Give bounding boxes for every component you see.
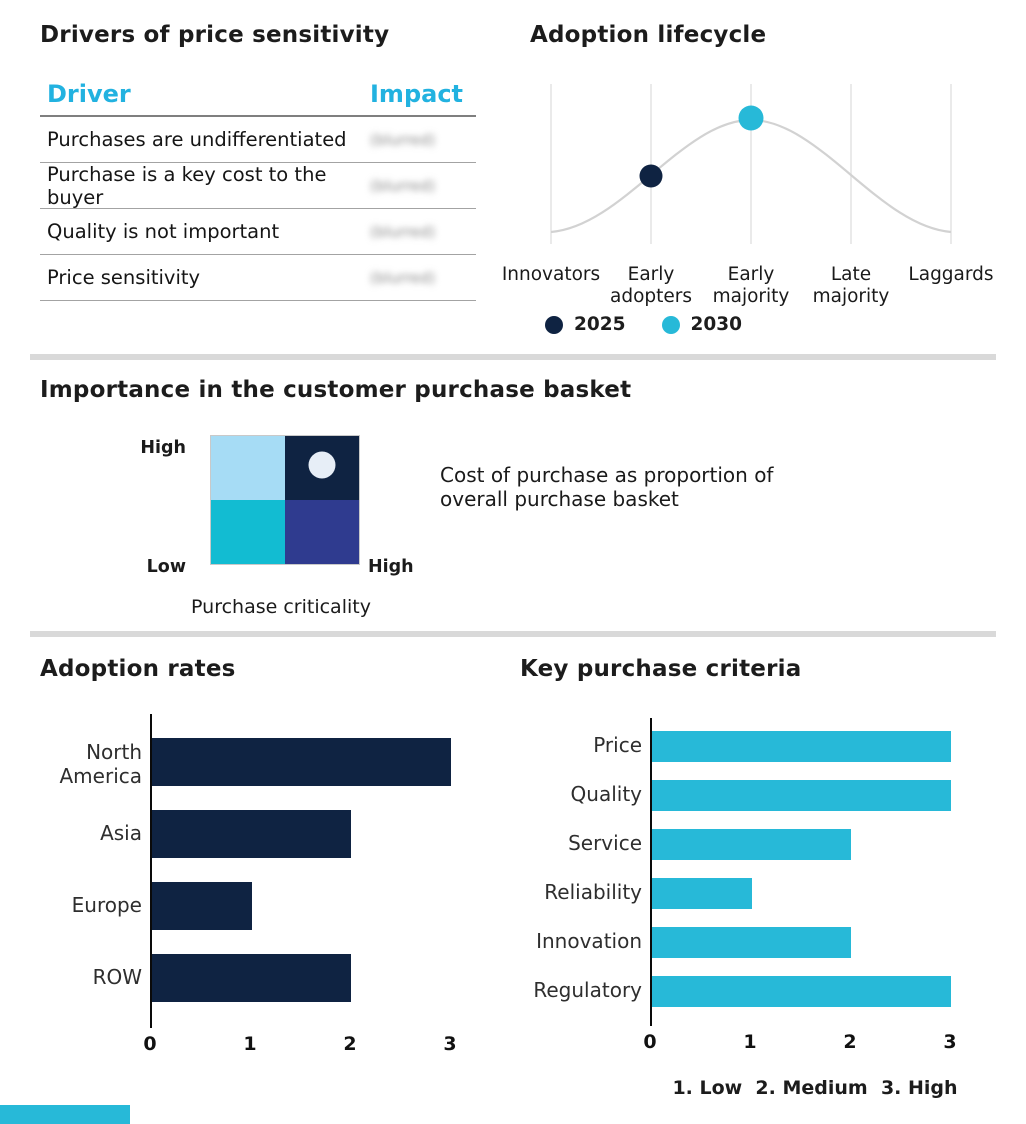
driver-cell: Price sensitivity xyxy=(47,266,201,289)
impact-value-blurred: (blurred) xyxy=(370,130,436,149)
legend-dot-2025 xyxy=(545,315,563,334)
table-row: Purchase is a key cost to the buyer (blu… xyxy=(40,163,476,209)
bar-service xyxy=(652,829,852,860)
driver-cell: Purchases are undifferentiated xyxy=(47,128,347,151)
bar-north-america xyxy=(152,738,451,786)
scale-legend-note: 1. Low 2. Medium 3. High xyxy=(672,1077,958,1099)
quadrant-top-left xyxy=(211,436,285,500)
section-divider xyxy=(30,354,996,360)
bar-label-innovation: Innovation xyxy=(536,929,642,953)
column-header-impact: Impact xyxy=(370,79,464,108)
bar-price xyxy=(652,731,951,762)
legend-item-2025: 2025 xyxy=(545,314,626,335)
table-row: Quality is not important (blurred) xyxy=(40,209,476,255)
basket-annotation: Cost of purchase as proportion of overal… xyxy=(440,463,774,511)
adoption-rates-title: Adoption rates xyxy=(40,656,236,682)
table-row: Purchases are undifferentiated (blurred) xyxy=(40,117,476,163)
x-axis-title: Purchase criticality xyxy=(191,596,371,618)
impact-cell: (blurred) xyxy=(370,223,476,241)
impact-cell: (blurred) xyxy=(370,177,476,195)
lifecycle-category-label: Laggards xyxy=(908,264,994,285)
bar-regulatory xyxy=(652,976,951,1007)
lifecycle-title: Adoption lifecycle xyxy=(530,22,767,48)
impact-value-blurred: (blurred) xyxy=(370,176,436,195)
driver-cell: Quality is not important xyxy=(47,220,280,243)
drivers-table-header: Driver Impact xyxy=(40,72,476,117)
bar-label-reliability: Reliability xyxy=(544,880,642,904)
bar-label-service: Service xyxy=(568,831,642,855)
table-row: Price sensitivity (blurred) xyxy=(40,255,476,301)
x-tick: 3 xyxy=(443,1033,457,1055)
bar-europe xyxy=(152,882,252,930)
drivers-table: Driver Impact Purchases are undifferenti… xyxy=(40,72,476,301)
legend-label: 2025 xyxy=(574,314,626,335)
bar-label-quality: Quality xyxy=(570,782,642,806)
key-criteria-title: Key purchase criteria xyxy=(520,656,802,682)
bar-label-asia: Asia xyxy=(100,821,142,845)
brand-accent-bar xyxy=(0,1105,130,1124)
marker-2025-dot xyxy=(639,164,663,188)
x-tick: 1 xyxy=(243,1033,257,1055)
quadrant-top-right xyxy=(285,436,359,500)
bar-reliability xyxy=(652,878,752,909)
lifecycle-category-label: Early majority xyxy=(712,264,790,307)
basket-title: Importance in the customer purchase bask… xyxy=(40,377,632,403)
impact-cell: (blurred) xyxy=(370,269,476,287)
impact-value-blurred: (blurred) xyxy=(370,222,436,241)
x-tick: 0 xyxy=(143,1033,157,1055)
y-axis-low-label: Low xyxy=(146,557,186,577)
lifecycle-category-label: Innovators xyxy=(501,264,601,285)
column-header-driver: Driver xyxy=(47,79,131,108)
x-tick: 2 xyxy=(343,1033,357,1055)
x-axis-high-label: High xyxy=(368,557,414,577)
x-tick: 3 xyxy=(943,1031,957,1053)
quadrant-bottom-left xyxy=(211,500,285,564)
legend-dot-2030 xyxy=(661,315,680,334)
bar-row xyxy=(152,954,352,1002)
adoption-lifecycle-chart xyxy=(550,84,952,244)
bar-quality xyxy=(652,780,951,811)
bar-label-price: Price xyxy=(593,733,642,757)
driver-cell: Purchase is a key cost to the buyer xyxy=(47,162,327,209)
bar-asia xyxy=(152,810,352,858)
lifecycle-category-label: Early adopters xyxy=(609,264,693,307)
impact-cell: (blurred) xyxy=(370,131,476,149)
legend-label: 2030 xyxy=(690,314,743,335)
bar-label-north-america: North America xyxy=(59,740,143,788)
marker-2030-dot xyxy=(738,105,764,131)
impact-value-blurred: (blurred) xyxy=(370,268,436,287)
x-tick: 2 xyxy=(843,1031,857,1053)
bar-label-europe: Europe xyxy=(71,893,142,917)
position-marker-circle xyxy=(308,451,336,479)
purchase-basket-matrix xyxy=(210,435,360,565)
lifecycle-category-label: Late majority xyxy=(812,264,890,307)
x-tick: 0 xyxy=(643,1031,657,1053)
x-tick: 1 xyxy=(743,1031,757,1053)
bar-innovation xyxy=(652,927,852,958)
bar-label-regulatory: Regulatory xyxy=(533,978,642,1002)
y-axis-high-label: High xyxy=(140,438,186,458)
adoption-rates-plot xyxy=(150,714,451,1028)
key-criteria-plot xyxy=(650,718,951,1026)
quadrant-bottom-right xyxy=(285,500,359,564)
lifecycle-legend: 2025 2030 xyxy=(545,314,742,335)
section-divider xyxy=(30,631,996,637)
legend-item-2030: 2030 xyxy=(661,314,743,335)
bar-label-row: ROW xyxy=(92,965,142,989)
drivers-table-title: Drivers of price sensitivity xyxy=(40,22,390,48)
